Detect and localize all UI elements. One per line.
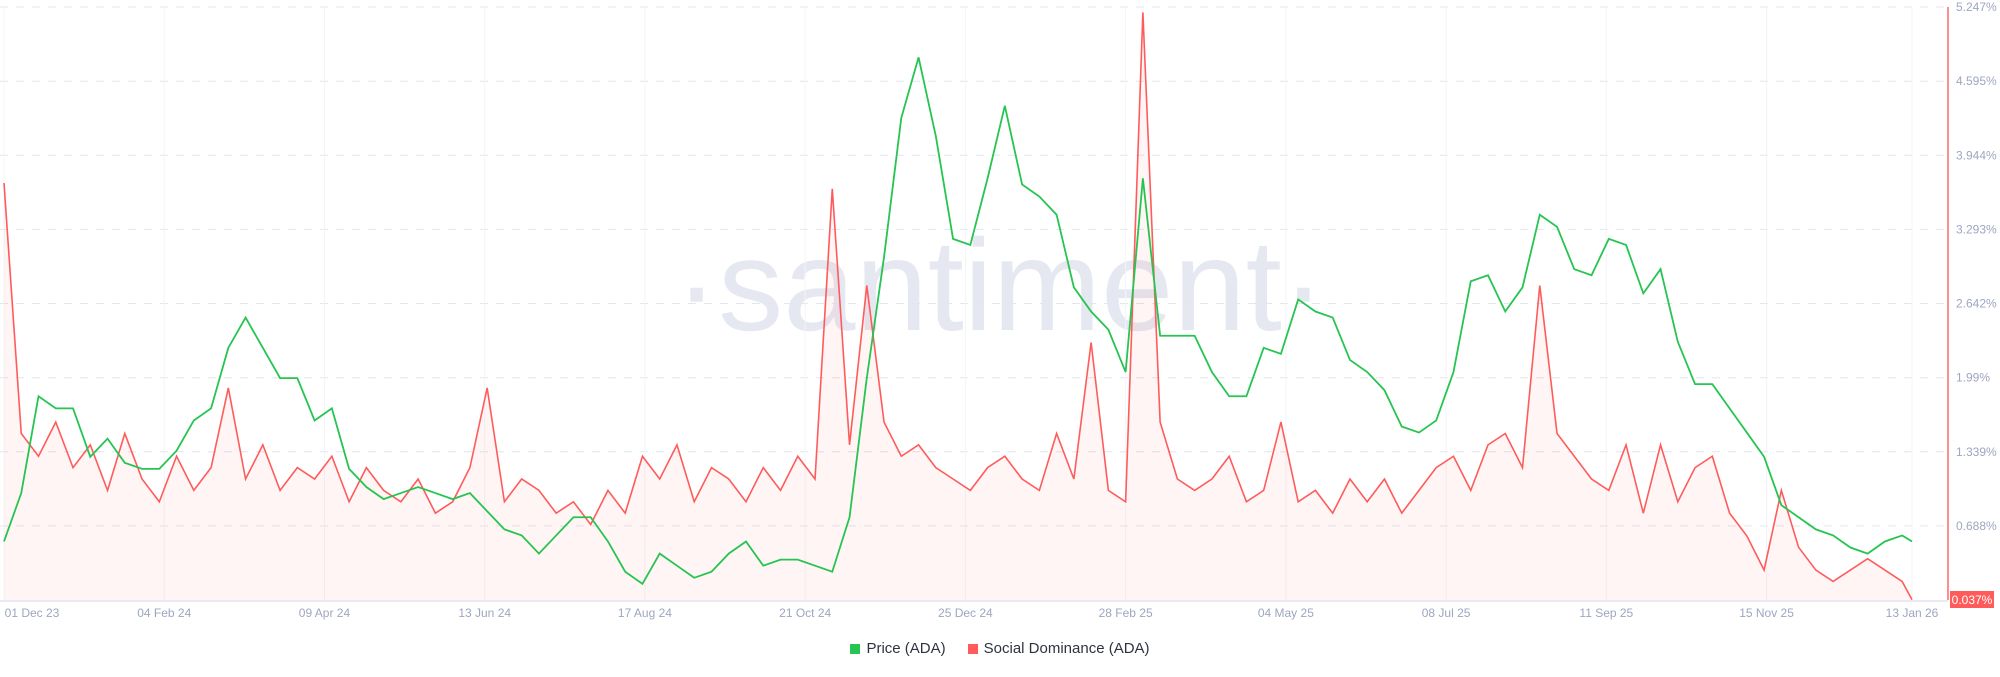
y-tick-label: 2.642% [1956,297,1997,311]
santiment-watermark: ·santiment· [675,212,1325,358]
x-tick-label: 17 Aug 24 [618,606,672,620]
y-tick-label: 1.339% [1956,445,1997,459]
y-tick-label: 1.99% [1956,371,1990,385]
y-tick-label: 0.688% [1956,519,1997,533]
x-tick-label: 09 Apr 24 [299,606,351,620]
current-value-badge [1950,591,1994,608]
y-tick-label: 3.944% [1956,148,1997,162]
x-tick-label: 25 Dec 24 [938,606,993,620]
legend-label-price: Price (ADA) [866,640,946,657]
price-line [3,57,1913,586]
x-tick-label: 08 Jul 25 [1422,606,1471,620]
legend-item-price[interactable]: Price (ADA) [850,640,946,657]
legend: Price (ADA) Social Dominance (ADA) [0,640,2000,657]
x-tick-label: 21 Oct 24 [779,606,831,620]
x-tick-label: 13 Jan 26 [1886,606,1939,620]
x-tick-label: 04 May 25 [1258,606,1314,620]
legend-swatch-social-dominance [967,643,978,654]
y-tick-label: 4.595% [1956,74,1997,88]
x-tick-label: 04 Feb 24 [137,606,191,620]
social-dominance-line [3,12,1913,601]
x-tick-label: 13 Jun 24 [458,606,511,620]
x-tick-label: 01 Dec 23 [5,606,60,620]
legend-item-social-dominance[interactable]: Social Dominance (ADA) [967,640,1150,657]
legend-label-social-dominance: Social Dominance (ADA) [983,640,1150,657]
chart-area: ·santiment· 5.247% 4.595% 3.944% 3.293% 2.64… [0,0,1997,620]
social-dominance-area [4,12,1912,600]
legend-swatch-price [850,643,861,654]
current-value-label: 0.037% [1952,593,1993,607]
series-group [3,12,1913,601]
x-tick-label: 15 Nov 25 [1739,606,1794,620]
axes: 5.247% 4.595% 3.944% 3.293% 2.642% 1.99% 1.339… [0,0,1997,620]
y-tick-label: 5.247% [1956,0,1997,14]
x-tick-label: 28 Feb 25 [1099,606,1153,620]
x-tick-label: 11 Sep 25 [1579,606,1633,620]
y-tick-label: 3.293% [1956,222,1997,236]
